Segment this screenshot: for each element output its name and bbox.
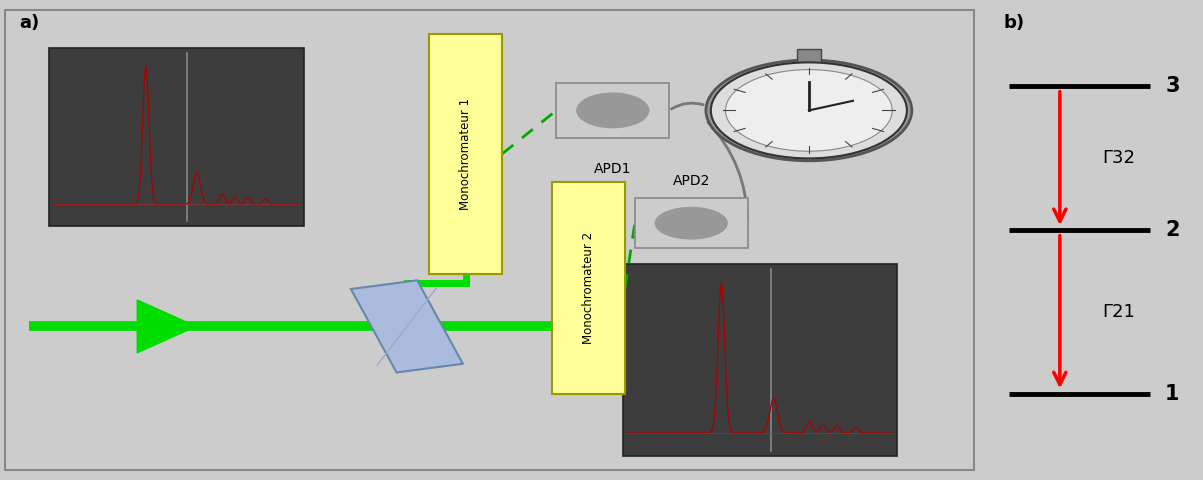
Text: Γ32: Γ32	[1102, 149, 1136, 168]
Text: APD1: APD1	[594, 162, 632, 176]
Ellipse shape	[654, 207, 728, 240]
Text: 2: 2	[1165, 220, 1180, 240]
Circle shape	[725, 70, 893, 151]
Text: 1: 1	[1165, 384, 1180, 404]
Bar	[551, 182, 626, 394]
Bar	[557, 83, 669, 138]
Text: Γ21: Γ21	[1102, 303, 1136, 321]
Circle shape	[711, 62, 907, 158]
Circle shape	[706, 60, 912, 161]
Text: a): a)	[19, 14, 40, 33]
Bar	[635, 198, 747, 249]
Bar	[429, 34, 503, 274]
Bar	[49, 48, 304, 226]
Bar	[623, 264, 897, 456]
Text: b): b)	[1003, 14, 1024, 33]
Text: Monochromateur 1: Monochromateur 1	[460, 97, 473, 210]
Polygon shape	[137, 300, 196, 353]
Text: 3: 3	[1165, 76, 1180, 96]
Bar	[798, 49, 820, 65]
Text: Monochromateur 2: Monochromateur 2	[582, 232, 594, 344]
Text: APD2: APD2	[672, 174, 710, 188]
Bar	[351, 280, 463, 372]
Ellipse shape	[576, 93, 650, 128]
FancyArrowPatch shape	[671, 103, 704, 109]
FancyArrowPatch shape	[707, 122, 747, 220]
